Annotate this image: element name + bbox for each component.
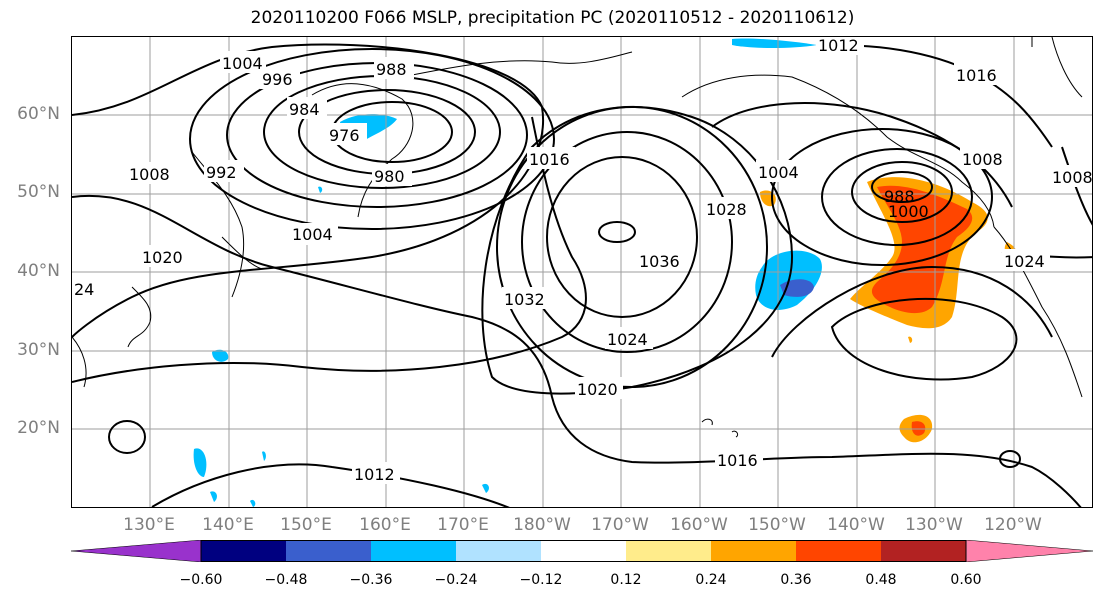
contour-labels: 1004 996 988 984 976 980 1008 992 1004 1… [72, 37, 1093, 484]
contour-label: 1036 [639, 252, 680, 271]
contour-label: 980 [374, 167, 405, 186]
colorbar-segment [881, 540, 966, 562]
lon-label-140e: 140°E [202, 515, 254, 535]
colorbar-segment [456, 540, 541, 562]
map-title: 2020110200 F066 MSLP, precipitation PC (… [250, 8, 855, 28]
contour-label: 976 [329, 126, 360, 145]
contour-label: 1032 [504, 290, 545, 309]
contour-label: 1012 [818, 37, 859, 55]
lon-label-130w: 130°W [905, 515, 963, 535]
contour-label: 1000 [888, 202, 929, 221]
lon-label-180w: 180°W [513, 515, 571, 535]
lat-label-40n: 40°N [17, 261, 60, 281]
lon-label-160e: 160°E [359, 515, 411, 535]
map-canvas: 1004 996 988 984 976 980 1008 992 1004 1… [72, 37, 1093, 507]
contour-label: 1016 [529, 150, 570, 169]
contour-label: 1016 [956, 66, 997, 85]
contour-label: 1008 [962, 150, 1003, 169]
contour-label: 1024 [607, 330, 648, 349]
lon-label-160w: 160°W [670, 515, 728, 535]
lat-label-30n: 30°N [17, 340, 60, 360]
contour-label: 24 [74, 280, 94, 299]
contour-label: 1020 [577, 380, 618, 399]
colorbar-segment [965, 540, 1093, 562]
lon-label-150w: 150°W [748, 515, 806, 535]
coastlines [72, 37, 1083, 438]
contour-label: 1004 [292, 225, 333, 244]
contour-label: 1028 [706, 200, 747, 219]
lon-label-170w: 170°W [591, 515, 649, 535]
contour-label: 984 [289, 100, 320, 119]
contour-label: 992 [206, 163, 237, 182]
lon-label-120w: 120°W [984, 515, 1042, 535]
lat-label-50n: 50°N [17, 182, 60, 202]
colorbar-segment [71, 540, 202, 562]
contour-label: 996 [262, 70, 293, 89]
precip-positive-shading [760, 177, 1017, 443]
colorbar-tick: −0.48 [264, 572, 308, 588]
contour-label: 988 [376, 60, 407, 79]
contour-label: 988 [884, 187, 915, 206]
map-panel: 1004 996 988 984 976 980 1008 992 1004 1… [71, 36, 1093, 508]
lon-label-150e: 150°E [280, 515, 332, 535]
colorbar-segment [201, 540, 286, 562]
colorbar-tick: −0.60 [179, 572, 223, 588]
colorbar-segment [796, 540, 881, 562]
colorbar-segment [711, 540, 796, 562]
contour-label: 1016 [717, 451, 758, 470]
colorbar [71, 540, 1093, 562]
colorbar-tick: −0.24 [434, 572, 478, 588]
lat-label-20n: 20°N [17, 418, 60, 438]
contour-label: 1008 [129, 165, 170, 184]
graticule [72, 37, 1092, 507]
colorbar-tick: 0.12 [610, 572, 642, 588]
contour-label: 1024 [1004, 252, 1045, 271]
lat-label-60n: 60°N [17, 104, 60, 124]
lon-label-170e: 170°E [437, 515, 489, 535]
colorbar-tick: 0.48 [865, 572, 897, 588]
colorbar-segment [626, 540, 711, 562]
colorbar-tick: −0.12 [519, 572, 563, 588]
lon-label-140w: 140°W [827, 515, 885, 535]
colorbar-tick: −0.36 [349, 572, 393, 588]
colorbar-segment [371, 540, 456, 562]
colorbar-segment [541, 540, 626, 562]
contour-label: 1004 [758, 163, 799, 182]
lon-label-130e: 130°E [123, 515, 175, 535]
colorbar-tick: 0.24 [695, 572, 727, 588]
contour-label: 1020 [142, 248, 183, 267]
contour-label: 1012 [354, 465, 395, 484]
contour-label: 1004 [222, 54, 263, 73]
colorbar-segment [286, 540, 371, 562]
contour-label: 1008 [1052, 168, 1093, 187]
colorbar-tick: 0.60 [950, 572, 982, 588]
colorbar-tick: 0.36 [780, 572, 812, 588]
